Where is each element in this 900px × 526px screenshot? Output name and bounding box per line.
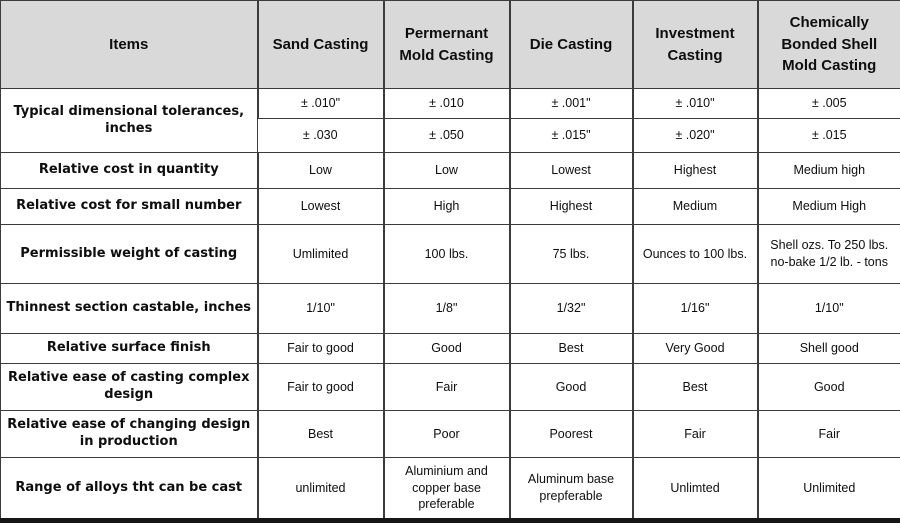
cell-tolerances2-permanent: ± .050 [382,118,510,153]
cell-alloys-shell: Unlimited [756,457,900,521]
table-row-thinnest: Thinnest section castable, inches 1/10" … [0,283,900,334]
cell-weight-shell: Shell ozs. To 250 lbs. no-bake 1/2 lb. -… [756,224,900,284]
cell-cost-small-permanent: High [382,188,510,225]
row-label-changing: Relative ease of changing design in prod… [0,410,258,458]
cell-tolerances2-shell: ± .015 [756,118,900,153]
cell-cost-quantity-permanent: Low [382,152,510,189]
cell-surface-permanent: Good [382,333,510,364]
table-row-alloys: Range of alloys tht can be cast unlimite… [0,457,900,521]
cell-surface-sand: Fair to good [256,333,384,364]
header-row: Items Sand Casting Permernant Mold Casti… [0,0,900,89]
cell-complex-die: Good [508,363,633,411]
cell-cost-small-sand: Lowest [256,188,384,225]
cell-alloys-permanent: Aluminium and copper base preferable [382,457,510,521]
cell-changing-investment: Fair [631,410,758,458]
row-label-cost-small: Relative cost for small number [0,188,258,225]
table-row-changing: Relative ease of changing design in prod… [0,410,900,458]
cell-weight-permanent: 100 lbs. [382,224,510,284]
table-row-weight: Permissible weight of casting Umlimited … [0,224,900,284]
cell-surface-die: Best [508,333,633,364]
cell-complex-investment: Best [631,363,758,411]
table-row-tolerances-2: ± .030 ± .050 ± .015" ± .020" ± .015 [1,118,900,153]
cell-cost-quantity-die: Lowest [508,152,633,189]
cell-cost-small-investment: Medium [631,188,758,225]
cell-alloys-die: Aluminum base prepferable [508,457,633,521]
cell-thinnest-permanent: 1/8" [382,283,510,334]
cell-tolerances2-sand: ± .030 [257,118,384,153]
cell-tolerances2-investment: ± .020" [631,118,758,153]
table-row-tolerances-1: Typical dimensional tolerances, inches ±… [0,88,900,153]
cell-alloys-sand: unlimited [256,457,384,521]
header-shell-mold-casting: Chemically Bonded Shell Mold Casting [756,0,900,89]
cell-surface-investment: Very Good [631,333,758,364]
cell-thinnest-shell: 1/10" [756,283,900,334]
cell-changing-die: Poorest [508,410,633,458]
cell-tolerances1-sand: ± .010" [256,88,384,119]
cell-thinnest-sand: 1/10" [256,283,384,334]
cell-changing-sand: Best [256,410,384,458]
row-label-thinnest: Thinnest section castable, inches [0,283,258,334]
cell-cost-quantity-sand: Low [256,152,384,189]
cell-tolerances2-die: ± .015" [508,118,633,153]
cell-thinnest-investment: 1/16" [631,283,758,334]
cell-tolerances1-permanent: ± .010 [382,88,510,119]
cell-alloys-investment: Unlimted [631,457,758,521]
cell-tolerances1-die: ± .001" [508,88,633,119]
cell-weight-investment: Ounces to 100 lbs. [631,224,758,284]
cell-changing-permanent: Poor [382,410,510,458]
cell-thinnest-die: 1/32" [508,283,633,334]
cell-weight-sand: Umlimited [256,224,384,284]
cell-cost-quantity-investment: Highest [631,152,758,189]
cell-complex-permanent: Fair [382,363,510,411]
header-die-casting: Die Casting [508,0,633,89]
cell-complex-sand: Fair to good [256,363,384,411]
header-investment-casting: Investment Casting [631,0,758,89]
row-label-tolerances: Typical dimensional tolerances, inches [0,88,258,153]
header-permanent-mold-casting: Permernant Mold Casting [382,0,510,89]
cell-complex-shell: Good [756,363,900,411]
row-label-complex: Relative ease of casting complex design [0,363,258,411]
cell-cost-quantity-shell: Medium high [756,152,900,189]
cell-changing-shell: Fair [756,410,900,458]
cell-cost-small-shell: Medium High [756,188,900,225]
cell-tolerances1-shell: ± .005 [756,88,900,119]
cell-surface-shell: Shell good [756,333,900,364]
row-label-cost-quantity: Relative cost in quantity [0,152,258,189]
row-label-alloys: Range of alloys tht can be cast [0,457,258,521]
header-items: Items [0,0,258,89]
header-sand-casting: Sand Casting [256,0,384,89]
table-row-cost-quantity: Relative cost in quantity Low Low Lowest… [0,152,900,189]
row-label-surface: Relative surface finish [0,333,258,364]
cell-cost-small-die: Highest [508,188,633,225]
cell-tolerances1-investment: ± .010" [631,88,758,119]
table-row-cost-small: Relative cost for small number Lowest Hi… [0,188,900,225]
table-row-surface: Relative surface finish Fair to good Goo… [0,333,900,364]
table-row-complex: Relative ease of casting complex design … [0,363,900,411]
cell-weight-die: 75 lbs. [508,224,633,284]
row-label-weight: Permissible weight of casting [0,224,258,284]
